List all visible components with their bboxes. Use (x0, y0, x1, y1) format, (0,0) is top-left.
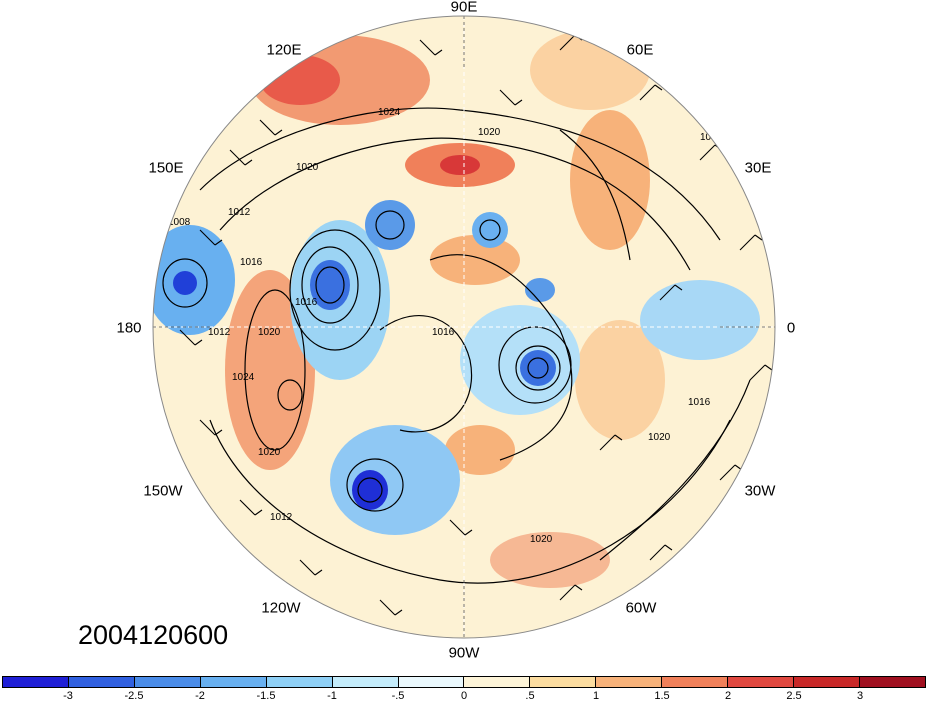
cold-anomaly-region (640, 280, 760, 360)
cold-anomaly-core (520, 350, 556, 386)
contour-label: 1016 (240, 257, 263, 268)
colorbar-tick-label: -.5 (391, 690, 405, 702)
colorbar-box (266, 677, 333, 687)
contour-label: 1020 (530, 534, 553, 545)
colorbar-box (398, 677, 465, 687)
colorbar (2, 676, 926, 688)
colorbar-tick-label: 1 (592, 690, 600, 702)
contour-label: 1008 (168, 217, 191, 228)
colorbar-box (200, 677, 267, 687)
lon-label-60w: 60W (625, 599, 657, 617)
colorbar-box (662, 677, 729, 687)
lon-label-0: 0 (786, 319, 796, 337)
contour-label: 1012 (228, 207, 251, 218)
colorbar-tick-label: -1 (327, 690, 337, 702)
lon-label-30e: 30E (744, 159, 772, 177)
colorbar-box (596, 677, 663, 687)
contour-label: 1016 (700, 132, 723, 143)
cold-anomaly-core (173, 271, 197, 295)
contour-label: 1020 (258, 447, 281, 458)
lon-label-120e: 120E (266, 41, 302, 59)
lon-label-120w: 120W (261, 599, 301, 617)
colorbar-box (794, 677, 860, 687)
cold-anomaly-region (330, 425, 460, 535)
contour-value-labels: 1024 1020 1016 1012 1008 1020 1016 1024 … (168, 107, 723, 545)
colorbar-box (859, 677, 925, 687)
timestamp-label: 2004120600 (78, 620, 229, 650)
lon-label-30w: 30W (744, 482, 776, 500)
lon-label-150e: 150E (148, 159, 184, 177)
colorbar-box (530, 677, 597, 687)
map-disk: 1024 1020 1016 1012 1008 1020 1016 1024 … (153, 16, 775, 638)
warm-anomaly-region (445, 425, 515, 475)
lon-label-90w: 90W (448, 644, 480, 662)
cold-anomaly-core (352, 470, 388, 510)
warm-anomaly-region (575, 320, 665, 440)
lon-label-60e: 60E (626, 41, 654, 59)
colorbar-tick-label: 3 (856, 690, 864, 702)
warm-anomaly-region (490, 532, 610, 588)
colorbar-box (464, 677, 531, 687)
colorbar-box (332, 677, 399, 687)
colorbar-tick-label: .5 (525, 690, 535, 702)
contour-label: 1016 (295, 297, 318, 308)
map-boundary (152, 15, 776, 639)
warm-anomaly-region (430, 235, 520, 285)
contour-label: 1020 (648, 432, 671, 443)
lon-label-150w: 150W (143, 482, 183, 500)
contour-label: 1016 (688, 397, 711, 408)
lon-label-180: 180 (116, 319, 142, 337)
colorbar-tick-label: -1.5 (256, 690, 276, 702)
lon-label-90e: 90E (450, 0, 478, 16)
contour-label: 1024 (232, 372, 255, 383)
warm-anomaly-region (570, 110, 650, 250)
contour-label: 1024 (378, 107, 401, 118)
colorbar-box (68, 677, 135, 687)
contour-label: 1020 (296, 162, 319, 173)
colorbar-box (3, 677, 69, 687)
isobar-contours (162, 107, 751, 584)
cold-anomaly-core (525, 278, 555, 302)
contour-label: 1012 (208, 327, 231, 338)
contour-label: 1020 (478, 127, 501, 138)
colorbar-tick-label: 2 (724, 690, 732, 702)
cold-anomaly-core (472, 212, 508, 248)
wind-barbs (179, 34, 773, 616)
graticule-dashed (153, 16, 775, 638)
colorbar-tick-label: 1.5 (654, 690, 670, 702)
contour-label: 1016 (432, 327, 455, 338)
contour-label: 1020 (258, 327, 281, 338)
colorbar-tick-label: 0 (460, 690, 468, 702)
cold-anomaly-core (365, 200, 415, 250)
warm-anomaly-core (440, 155, 480, 175)
cold-anomaly-region (460, 305, 580, 415)
colorbar-box (134, 677, 201, 687)
contour-label: 1012 (270, 512, 293, 523)
colorbar-box (728, 677, 795, 687)
colorbar-tick-label: -2 (195, 690, 205, 702)
colorbar-tick-label: -3 (63, 690, 73, 702)
colorbar-tick-label: -2.5 (124, 690, 144, 702)
colorbar-tick-label: 2.5 (786, 690, 802, 702)
